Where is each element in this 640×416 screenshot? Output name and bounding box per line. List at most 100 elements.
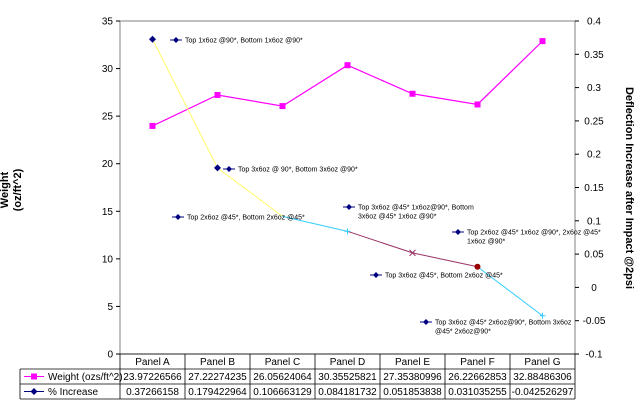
- y-right-tick-label: 0.35: [584, 50, 604, 61]
- table-cell: 0.051853838: [383, 387, 442, 398]
- annotation-text: @45* 2x6oz@90*: [435, 329, 491, 336]
- legend-entry: % Increase: [24, 387, 98, 398]
- table-cell: 32.88486306: [513, 372, 572, 383]
- increase-point: [149, 35, 156, 43]
- increase-point: [409, 249, 416, 257]
- table-cell: 0.179422964: [188, 387, 247, 398]
- y-right-axis-label: Deflection Increase after Impact @2psi: [623, 87, 635, 289]
- x-category-label: Panel A: [135, 357, 170, 368]
- y-right-tick-label: 0.2: [587, 150, 601, 161]
- annotation-marker: [346, 204, 352, 210]
- weight-point: [279, 103, 286, 110]
- annotation-text: Top 2x6oz @45* 1x6oz @90*, 2x6oz @45*: [467, 230, 601, 237]
- table-cell: 0.37266158: [126, 387, 179, 398]
- y-left-axis-label: Weight(oz/ft^2): [0, 168, 24, 211]
- legend-key-marker: [31, 373, 37, 380]
- annotation: Top 3x6oz @45*, Bottom 2x6oz @45*: [370, 272, 503, 280]
- y-right-tick-label: 0.4: [587, 17, 601, 28]
- increase-point: [539, 312, 546, 319]
- y-left-tick-label: 30: [102, 64, 114, 75]
- annotation: Top 3x6oz @45* 1x6oz@90*, Bottom 3x6oz @4…: [343, 204, 474, 221]
- table-cell: 23.97226566: [123, 372, 182, 383]
- annotation-text: Top 1x6oz @90*, Bottom 1x6oz @90*: [185, 38, 303, 45]
- y-left-tick-label: 15: [102, 207, 114, 218]
- annotation-marker: [175, 214, 181, 220]
- annotation-marker: [226, 166, 232, 172]
- annotation-text: Top 3x6oz @45*, Bottom 2x6oz @45*: [385, 273, 503, 280]
- y-right-tick-label: -0.1: [585, 350, 603, 361]
- axes: 0 5 10 15 20 25 30 35 -0.1 -0.05 0 0.05 0.1 0.15 0.2 0.…: [102, 17, 606, 361]
- annotation-text: Top 3x6oz @ 90*, Bottom 3x6oz @90*: [238, 167, 358, 174]
- annotations: Top 1x6oz @90*, Bottom 1x6oz @90* Top 3x6…: [170, 37, 601, 336]
- table-cell: 0.106663129: [253, 387, 312, 398]
- plot-frame: [119, 20, 576, 355]
- y-right-tick-label: 0.3: [587, 83, 601, 94]
- x-category-label: Panel G: [524, 357, 560, 368]
- table-cell: -0.042526297: [512, 387, 574, 398]
- annotation-marker: [373, 272, 379, 278]
- legend-entry: Weight (ozs/ft^2): [24, 372, 123, 383]
- y-left-tick-label: 0: [107, 350, 113, 361]
- series-increase-segment: [412, 252, 478, 268]
- y-left-tick-label: 5: [107, 302, 113, 313]
- y-right-tick-label: 0.25: [584, 116, 604, 127]
- series-lines: [149, 35, 546, 319]
- series-increase-segment: [477, 266, 543, 317]
- increase-point: [474, 263, 481, 270]
- weight-point: [214, 91, 221, 98]
- x-category-label: Panel F: [460, 357, 494, 368]
- annotation: Top 1x6oz @90*, Bottom 1x6oz @90*: [170, 37, 303, 45]
- increase-point: [344, 228, 351, 235]
- y-right-tick-label: 0.05: [584, 250, 604, 261]
- legend-key-marker: [30, 388, 38, 395]
- x-category-label: Panel D: [330, 357, 366, 368]
- series-increase-segment: [347, 230, 413, 254]
- annotation: Top 3x6oz @ 90*, Bottom 3x6oz @90*: [223, 166, 358, 174]
- y-right-tick-label: -0.05: [583, 316, 606, 327]
- table-cell: 30.35525821: [318, 372, 377, 383]
- series-increase-segment: [152, 38, 218, 169]
- annotation-text: 3x6oz @45* 1x6oz @90*: [358, 214, 437, 221]
- increase-point: [214, 164, 221, 172]
- weight-point: [474, 101, 481, 108]
- plot-area: [119, 20, 576, 355]
- legend-label: % Increase: [48, 387, 98, 398]
- annotation-marker: [455, 229, 461, 235]
- series-increase-segment: [217, 167, 283, 217]
- table-cell: 26.05624064: [253, 372, 312, 383]
- y-left-tick-label: 10: [102, 254, 114, 265]
- annotation-text: Top 3x6oz @45* 2x6oz@90*, Bottom 3x6oz: [435, 320, 572, 327]
- table-cell: 27.35380996: [383, 372, 442, 383]
- y-right-tick-label: 0.15: [584, 183, 604, 194]
- annotation-text: Top 3x6oz @45* 1x6oz@90*, Bottom: [358, 205, 474, 212]
- y-right-tick-label: 0: [591, 283, 597, 294]
- weight-point: [344, 62, 351, 69]
- annotation-marker: [173, 37, 179, 43]
- y-left-tick-label: 25: [102, 112, 114, 123]
- annotation-marker: [423, 319, 429, 325]
- annotation-text: Top 2x6oz @45*, Bottom 2x6oz @45*: [187, 215, 305, 222]
- table-cell: 27.22274235: [188, 372, 247, 383]
- x-category-label: Panel C: [265, 357, 301, 368]
- table-cell: 0.031035255: [448, 387, 507, 398]
- y-left-axis-label-line: (oz/ft^2): [12, 168, 24, 211]
- weight-point: [149, 122, 156, 129]
- y-left-tick-label: 35: [102, 17, 114, 28]
- x-category-label: Panel E: [395, 357, 430, 368]
- y-left-axis-label-line: Weight: [0, 171, 11, 208]
- table-cell: 26.22662853: [448, 372, 507, 383]
- increase-point-stroke: [409, 249, 416, 257]
- series-increase-segment: [282, 215, 348, 232]
- data-table: Panel A Panel B Panel C Panel D Panel E Panel…: [19, 353, 576, 400]
- annotation: Top 2x6oz @45*, Bottom 2x6oz @45*: [172, 214, 305, 222]
- weight-point: [409, 90, 416, 97]
- y-right-tick-label: 0.1: [587, 216, 601, 227]
- annotation: Top 2x6oz @45* 1x6oz @90*, 2x6oz @45* 1x6…: [452, 229, 601, 246]
- x-category-label: Panel B: [200, 357, 235, 368]
- annotation: Top 3x6oz @45* 2x6oz@90*, Bottom 3x6oz @4…: [420, 319, 572, 336]
- table-cell: 0.084181732: [318, 387, 377, 398]
- legend-label: Weight (ozs/ft^2): [48, 372, 123, 383]
- y-left-tick-label: 20: [102, 159, 114, 170]
- weight-point: [539, 38, 546, 45]
